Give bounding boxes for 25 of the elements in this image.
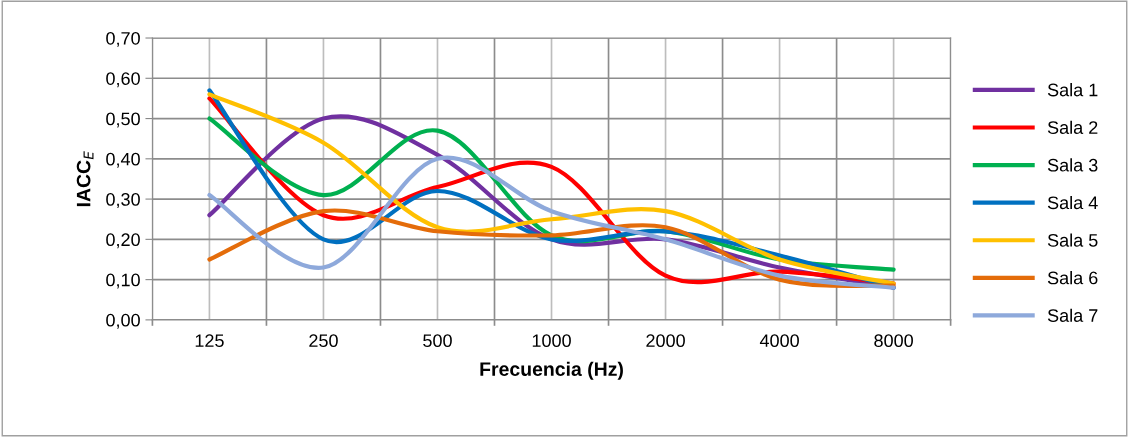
y-tick-label: 0,20 — [106, 233, 140, 249]
y-tick-label: 0,50 — [106, 112, 140, 128]
legend-label: Sala 2 — [1047, 120, 1098, 134]
x-axis-title: Frecuencia (Hz) — [480, 361, 623, 380]
x-tick-label: 4000 — [759, 334, 799, 348]
x-tick-label: 1000 — [532, 334, 571, 348]
x-tick-label: 250 — [309, 334, 338, 348]
legend-label: Sala 3 — [1047, 158, 1098, 172]
x-tick-label: 2000 — [646, 334, 685, 348]
x-tick-label: 125 — [195, 334, 224, 348]
y-tick-label: 0,10 — [106, 273, 140, 289]
y-axis-title: IACC$_{E}$ — [76, 151, 94, 207]
legend-label: Sala 4 — [1047, 195, 1098, 210]
line-series — [207, 155, 896, 290]
y-tick-label: 0,60 — [106, 72, 140, 88]
y-tick-label: 0,00 — [106, 313, 140, 329]
y-tick-label: 0,30 — [106, 193, 140, 208]
legend-label: Sala 6 — [1047, 271, 1098, 285]
y-tick-label: 0,70 — [106, 31, 140, 47]
legend-label: Sala 7 — [1047, 308, 1098, 322]
legend-label: Sala 5 — [1047, 233, 1098, 247]
x-tick-label: 8000 — [874, 334, 913, 348]
x-tick-label: 500 — [423, 334, 452, 348]
y-tick-label: 0,40 — [106, 152, 140, 168]
legend-label: Sala 1 — [1047, 83, 1098, 97]
